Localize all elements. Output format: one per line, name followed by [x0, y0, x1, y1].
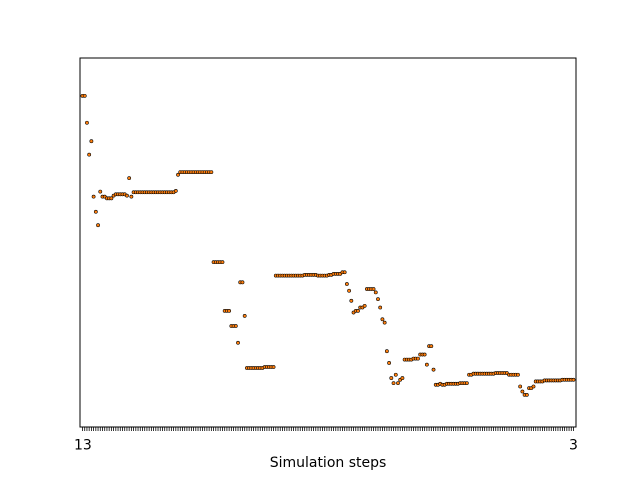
data-point: [98, 189, 103, 194]
data-point: [571, 377, 576, 382]
data-point: [271, 365, 276, 369]
data-point: [242, 314, 247, 318]
data-point: [93, 209, 98, 214]
data-point: [96, 223, 100, 228]
data-point: [431, 367, 436, 372]
data-point: [344, 282, 349, 286]
data-point: [422, 352, 427, 357]
data-point: [236, 340, 240, 345]
data-point: [378, 305, 383, 310]
x-axis-ticks: [82, 427, 574, 431]
data-point: [209, 170, 214, 175]
data-point: [129, 194, 134, 199]
data-point: [382, 320, 387, 325]
data-point: [362, 303, 367, 308]
data-point: [109, 196, 114, 201]
data-point: [376, 297, 380, 302]
data-point: [524, 392, 529, 397]
data-point: [125, 193, 129, 198]
data-point: [400, 376, 405, 380]
data-point: [518, 384, 523, 389]
data-point: [387, 361, 391, 365]
data-point: [173, 189, 178, 193]
data-point: [384, 349, 389, 354]
data-point: [389, 376, 394, 380]
data-point: [356, 308, 360, 313]
data-point: [416, 356, 420, 361]
plot-frame: [79, 57, 577, 428]
data-point: [87, 152, 92, 157]
data-point: [371, 287, 376, 291]
data-point: [396, 381, 400, 386]
data-point: [176, 172, 180, 177]
data-points: [80, 93, 576, 397]
data-point: [91, 194, 96, 199]
x-tick-label-overlap: 13: [74, 438, 92, 454]
data-point: [520, 389, 525, 394]
x-axis-label: Simulation steps: [270, 455, 387, 471]
data-point: [464, 381, 469, 386]
data-point: [349, 298, 354, 303]
data-point: [380, 317, 385, 322]
data-point: [393, 372, 398, 377]
data-point: [240, 280, 245, 285]
data-point: [127, 176, 132, 181]
data-point: [227, 308, 232, 313]
data-point: [516, 372, 520, 377]
data-point: [89, 139, 94, 144]
x-tick-label-last: 3: [569, 438, 578, 454]
data-point: [85, 120, 89, 125]
data-point: [429, 344, 434, 349]
data-point: [233, 324, 238, 328]
data-point: [531, 384, 536, 389]
data-point: [424, 362, 429, 367]
data-point: [82, 93, 87, 98]
data-point: [373, 290, 378, 295]
data-point: [342, 270, 347, 275]
data-point: [220, 260, 225, 265]
data-point: [347, 288, 352, 293]
data-point: [391, 381, 396, 386]
